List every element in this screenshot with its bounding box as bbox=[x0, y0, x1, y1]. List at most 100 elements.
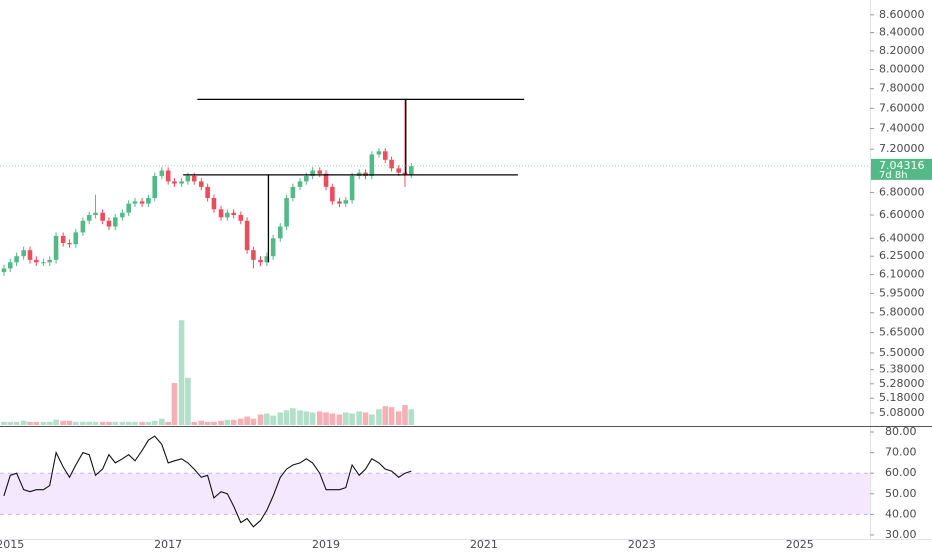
y-tick-label: 8.60000 bbox=[879, 8, 925, 21]
last-price-label: 7.04316 bbox=[879, 159, 925, 172]
candle-body bbox=[1, 268, 7, 273]
rsi-tick-label: 40.00 bbox=[885, 507, 917, 520]
countdown: 7d 8h bbox=[879, 170, 908, 181]
volume-bar bbox=[270, 415, 276, 425]
volume-bar bbox=[139, 421, 145, 425]
candle-body bbox=[244, 220, 250, 251]
candle-body bbox=[100, 212, 105, 221]
candle-body bbox=[139, 201, 145, 204]
candle-body bbox=[218, 209, 224, 218]
rsi-tick-label: 60.00 bbox=[885, 466, 917, 479]
volume-bar bbox=[329, 413, 336, 425]
candle-body bbox=[126, 203, 131, 213]
volume-bar bbox=[303, 411, 310, 425]
volume-bar bbox=[408, 409, 415, 425]
volume-bar bbox=[125, 421, 132, 425]
candle-body bbox=[60, 235, 66, 244]
y-tick-label: 5.18000 bbox=[879, 391, 925, 404]
volume-bar bbox=[395, 411, 402, 425]
volume-bar bbox=[218, 420, 224, 425]
candle-body bbox=[310, 170, 315, 176]
y-tick-label: 6.10000 bbox=[879, 268, 925, 281]
volume-bar bbox=[40, 421, 47, 425]
candle-body bbox=[258, 259, 263, 263]
candle-body bbox=[238, 215, 244, 221]
candle-body bbox=[34, 259, 39, 263]
volume-bar bbox=[119, 421, 126, 425]
volume-bar bbox=[316, 411, 323, 425]
volume-bar bbox=[66, 420, 73, 425]
candle-body bbox=[277, 226, 283, 239]
volume-bar bbox=[402, 405, 408, 425]
candle-body bbox=[323, 173, 329, 187]
rsi-tick-label: 50.00 bbox=[885, 487, 917, 500]
candle-body bbox=[231, 212, 236, 216]
volume-bar bbox=[33, 421, 40, 425]
candle-body bbox=[330, 186, 335, 202]
volume-bar bbox=[356, 411, 363, 425]
candle-body bbox=[120, 212, 125, 218]
volume-bar bbox=[362, 412, 369, 425]
rsi-band bbox=[0, 473, 870, 515]
volume-bar bbox=[99, 421, 106, 425]
volume-bar bbox=[369, 414, 375, 425]
volume-bar bbox=[151, 420, 158, 425]
candle-body bbox=[284, 198, 289, 227]
candle-body bbox=[47, 259, 53, 263]
volume-bar bbox=[349, 413, 355, 425]
volume-bar bbox=[230, 419, 237, 425]
x-tick-label: 2021 bbox=[470, 538, 498, 550]
volume-bar bbox=[112, 421, 119, 425]
candle-body bbox=[264, 256, 270, 263]
candle-body bbox=[112, 217, 118, 227]
y-tick-label: 8.00000 bbox=[879, 63, 925, 76]
volume-bar bbox=[27, 421, 33, 425]
candle-body bbox=[86, 215, 92, 221]
volume-bar bbox=[145, 421, 152, 425]
candle-body bbox=[343, 200, 349, 204]
y-tick-label: 5.08000 bbox=[879, 406, 925, 419]
volume-bar bbox=[171, 383, 178, 425]
candle-body bbox=[317, 170, 323, 174]
candle-body bbox=[270, 238, 276, 257]
y-tick-label: 7.40000 bbox=[879, 121, 925, 134]
candle-body bbox=[179, 181, 184, 184]
candle-body bbox=[402, 172, 408, 175]
candle-body bbox=[146, 198, 151, 204]
candle-body bbox=[165, 170, 171, 182]
volume-bar bbox=[257, 414, 264, 425]
volume-bar bbox=[323, 412, 329, 425]
candle-body bbox=[152, 175, 158, 199]
volume-bar bbox=[106, 421, 112, 425]
candle-body bbox=[396, 168, 401, 173]
y-tick-label: 5.80000 bbox=[879, 306, 925, 319]
x-tick-label: 2019 bbox=[312, 538, 340, 550]
y-tick-label: 7.60000 bbox=[879, 101, 925, 114]
candle-body bbox=[191, 175, 197, 182]
volume-bar bbox=[165, 421, 171, 425]
candle-body bbox=[21, 250, 26, 257]
volume-bar bbox=[185, 377, 191, 425]
volume-bar bbox=[86, 421, 93, 425]
candle-body bbox=[337, 201, 342, 204]
volume-bar bbox=[159, 418, 165, 425]
candle-body bbox=[297, 181, 303, 187]
candle-body bbox=[211, 198, 217, 210]
candle-body bbox=[106, 220, 112, 227]
rsi-line bbox=[3, 435, 412, 528]
volume-bar bbox=[342, 412, 349, 425]
x-tick-label: 2025 bbox=[786, 538, 814, 550]
candle-body bbox=[172, 181, 177, 184]
volume-bar bbox=[264, 413, 270, 425]
volume-bar bbox=[13, 421, 20, 425]
volume-bar bbox=[297, 410, 303, 425]
candle-body bbox=[409, 166, 414, 175]
y-tick-label: 7.20000 bbox=[879, 142, 925, 155]
last-price-box bbox=[871, 158, 932, 180]
candle-body bbox=[382, 151, 388, 160]
volume-bar bbox=[80, 421, 86, 425]
candle-body bbox=[80, 220, 86, 233]
volume-bar bbox=[1, 421, 7, 425]
